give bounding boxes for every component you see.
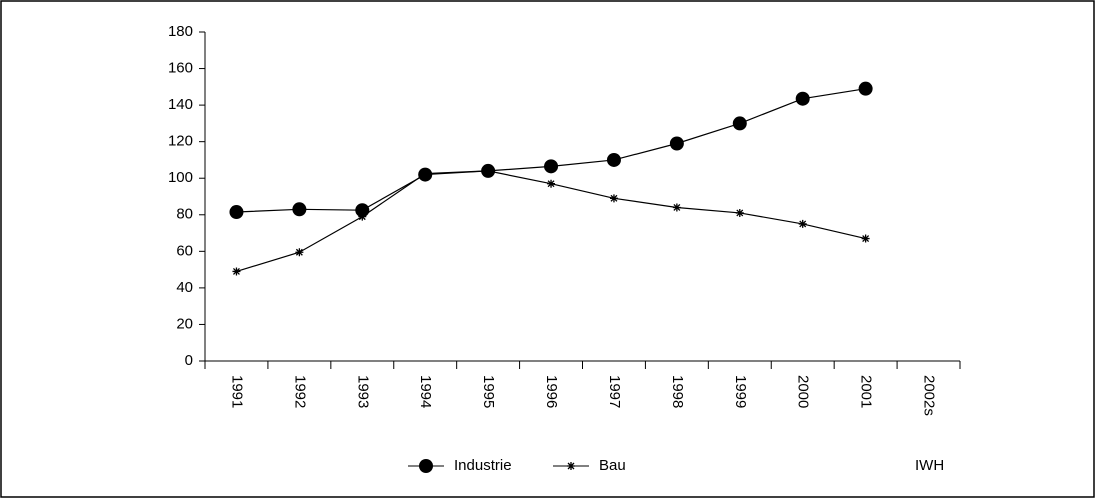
marker [732,116,747,131]
marker [232,267,241,276]
legend-marker [567,462,575,470]
y-tick-label: 0 [185,352,193,369]
legend-label: Bau [599,457,626,474]
y-tick-label: 180 [168,23,193,40]
marker [295,248,304,257]
x-tick-label: 1993 [354,375,371,408]
marker [609,194,618,203]
y-tick-label: 120 [168,133,193,150]
x-tick-label: 1996 [543,375,560,408]
x-tick-label: 2001 [858,375,875,408]
x-tick-label: 1991 [228,375,245,408]
marker [672,203,681,212]
marker [547,179,556,188]
x-tick-label: 1995 [480,375,497,408]
marker [798,219,807,228]
x-tick-label: 1994 [417,375,434,408]
x-tick-label: 1997 [606,375,623,408]
y-tick-label: 60 [176,242,193,259]
marker [606,152,621,167]
legend-label: Industrie [454,457,512,474]
marker [669,136,684,151]
source-annotation: IWH [915,457,944,474]
marker [544,159,559,174]
x-tick-label: 2000 [795,375,812,408]
y-tick-label: 140 [168,96,193,113]
x-tick-label: 1998 [669,375,686,408]
marker [358,212,367,221]
marker [858,81,873,96]
series-line [236,88,866,213]
y-tick-label: 20 [176,315,193,332]
x-tick-label: 2002s [921,375,938,416]
marker [421,169,430,178]
x-tick-label: 1999 [732,375,749,408]
y-tick-label: 40 [176,279,193,296]
y-tick-label: 100 [168,169,193,186]
marker [229,205,244,220]
marker [484,166,493,175]
marker [795,91,810,106]
y-tick-label: 160 [168,60,193,77]
legend-marker [419,459,433,473]
marker [735,208,744,217]
marker [861,234,870,243]
x-tick-label: 1992 [291,375,308,408]
marker [292,202,307,217]
y-tick-label: 80 [176,206,193,223]
